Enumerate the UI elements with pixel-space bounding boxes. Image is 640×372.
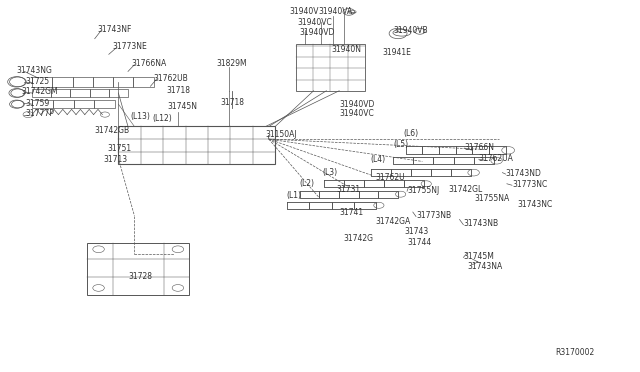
Text: 31718: 31718 — [221, 98, 244, 107]
Text: 31762UA: 31762UA — [479, 154, 513, 163]
Text: 31743NG: 31743NG — [16, 66, 52, 75]
Text: 31773NC: 31773NC — [512, 180, 547, 189]
Text: 31743NF: 31743NF — [97, 25, 132, 34]
Text: 31150AJ: 31150AJ — [266, 130, 297, 139]
Text: 31743ND: 31743ND — [506, 169, 541, 178]
Text: 31940N: 31940N — [332, 45, 362, 54]
Text: (L4): (L4) — [370, 155, 385, 164]
Text: 31829M: 31829M — [216, 59, 247, 68]
Text: 31745M: 31745M — [463, 252, 494, 261]
Text: 31755NA: 31755NA — [475, 194, 510, 203]
Text: 31745N: 31745N — [168, 102, 198, 111]
Text: 31743NC: 31743NC — [517, 200, 552, 209]
Text: 31773NB: 31773NB — [416, 211, 451, 220]
Text: 31743NA: 31743NA — [467, 262, 502, 271]
Text: 31940VD: 31940VD — [300, 28, 335, 37]
Text: 31940VC: 31940VC — [339, 109, 374, 118]
Text: (L5): (L5) — [393, 140, 408, 149]
Text: (L6): (L6) — [403, 129, 419, 138]
Text: 31762UB: 31762UB — [154, 74, 188, 83]
Text: 31713: 31713 — [104, 155, 128, 164]
Text: (L1): (L1) — [287, 191, 301, 200]
Text: R3170002: R3170002 — [556, 348, 595, 357]
Text: (L12): (L12) — [152, 114, 172, 123]
Text: 31743: 31743 — [404, 227, 429, 236]
Text: 31743NB: 31743NB — [463, 219, 499, 228]
Text: 31742GM: 31742GM — [21, 87, 58, 96]
Text: 31731: 31731 — [337, 185, 361, 194]
Text: 31941E: 31941E — [383, 48, 412, 57]
Text: 31755NJ: 31755NJ — [407, 186, 439, 195]
Text: (L3): (L3) — [323, 168, 338, 177]
Text: 31762U: 31762U — [375, 173, 404, 182]
Text: 31718: 31718 — [166, 86, 191, 95]
Text: 31741: 31741 — [339, 208, 364, 217]
Text: 31742GL: 31742GL — [448, 185, 483, 194]
Text: 31725: 31725 — [26, 77, 50, 86]
Text: 31777P: 31777P — [26, 109, 54, 118]
Text: 31766N: 31766N — [465, 143, 495, 152]
Text: 31744: 31744 — [407, 238, 431, 247]
Text: 31940V: 31940V — [289, 7, 319, 16]
Text: 31940VB: 31940VB — [393, 26, 428, 35]
Text: 31940VC: 31940VC — [297, 18, 332, 27]
Text: 31751: 31751 — [108, 144, 132, 153]
Text: 31742G: 31742G — [343, 234, 373, 243]
Text: 31759: 31759 — [26, 99, 50, 108]
Text: 31742GB: 31742GB — [95, 126, 130, 135]
Text: (L2): (L2) — [300, 179, 314, 188]
Text: 31742GA: 31742GA — [375, 217, 410, 226]
Text: (L13): (L13) — [131, 112, 150, 121]
Text: 31940VD: 31940VD — [339, 100, 374, 109]
Text: 31940VA: 31940VA — [319, 7, 353, 16]
Text: 31728: 31728 — [128, 272, 152, 281]
Text: 31773NE: 31773NE — [112, 42, 147, 51]
Text: 31766NA: 31766NA — [131, 60, 166, 68]
